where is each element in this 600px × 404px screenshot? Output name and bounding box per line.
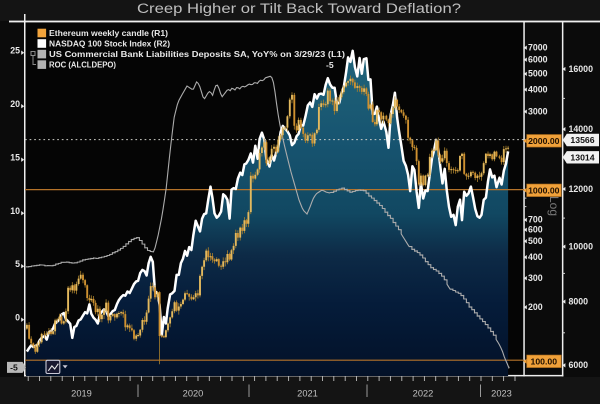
svg-text:2020: 2020 xyxy=(183,389,204,399)
svg-text:13566: 13566 xyxy=(570,135,594,145)
svg-text:6000: 6000 xyxy=(569,360,589,370)
svg-text:10: 10 xyxy=(10,206,20,216)
svg-text:2023: 2023 xyxy=(491,389,512,399)
svg-text:8000: 8000 xyxy=(569,296,589,306)
svg-text:100.00: 100.00 xyxy=(531,357,558,367)
svg-text:-5: -5 xyxy=(326,60,334,70)
svg-text:2022: 2022 xyxy=(413,389,434,399)
svg-text:500: 500 xyxy=(528,236,543,246)
svg-text:25: 25 xyxy=(10,46,20,56)
svg-text:NASDAQ 100 Stock Index (R2): NASDAQ 100 Stock Index (R2) xyxy=(49,39,170,49)
svg-text:200: 200 xyxy=(528,302,543,312)
svg-text:10000: 10000 xyxy=(569,241,594,251)
svg-text:15: 15 xyxy=(10,153,20,163)
svg-text:2019: 2019 xyxy=(71,389,92,399)
svg-text:-5: -5 xyxy=(10,363,18,373)
svg-text:600: 600 xyxy=(528,225,543,235)
svg-text:5000: 5000 xyxy=(528,69,548,79)
svg-text:13014: 13014 xyxy=(570,153,594,163)
svg-text:0: 0 xyxy=(15,313,20,323)
svg-text:20: 20 xyxy=(10,99,20,109)
svg-text:400: 400 xyxy=(528,252,543,262)
svg-text:4000: 4000 xyxy=(528,84,548,94)
svg-text:Log: Log xyxy=(547,196,561,216)
svg-text:12000: 12000 xyxy=(569,184,594,194)
svg-text:Ethereum weekly candle (R1): Ethereum weekly candle (R1) xyxy=(49,28,168,38)
svg-text:14000: 14000 xyxy=(569,124,594,134)
svg-text:US Commercial Bank Liabilities: US Commercial Bank Liabilities Deposits … xyxy=(49,49,345,59)
svg-text:ROC (ALCLDEPO): ROC (ALCLDEPO) xyxy=(49,60,116,70)
svg-text:6000: 6000 xyxy=(528,55,548,65)
svg-text:1000.00: 1000.00 xyxy=(528,186,560,196)
svg-text:7000: 7000 xyxy=(528,43,548,53)
svg-text:5: 5 xyxy=(15,259,20,269)
svg-text:300: 300 xyxy=(528,273,543,283)
svg-text:700: 700 xyxy=(528,215,543,225)
svg-text:2000.00: 2000.00 xyxy=(528,136,560,146)
svg-text:2021: 2021 xyxy=(297,389,318,399)
svg-text:3000: 3000 xyxy=(528,106,548,116)
svg-text:16000: 16000 xyxy=(569,64,594,74)
svg-text:Creep Higher or Tilt Back Towa: Creep Higher or Tilt Back Toward Deflati… xyxy=(137,1,461,16)
